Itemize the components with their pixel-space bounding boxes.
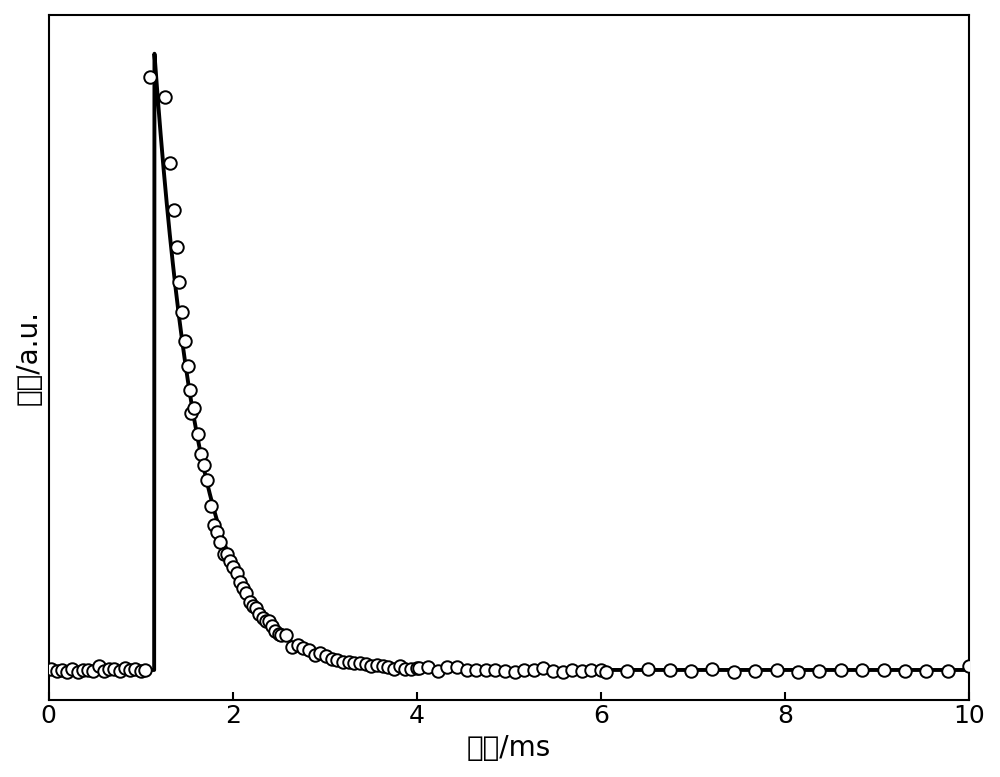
Y-axis label: 强度/a.u.: 强度/a.u. (15, 310, 43, 405)
X-axis label: 寿命/ms: 寿命/ms (467, 734, 551, 762)
